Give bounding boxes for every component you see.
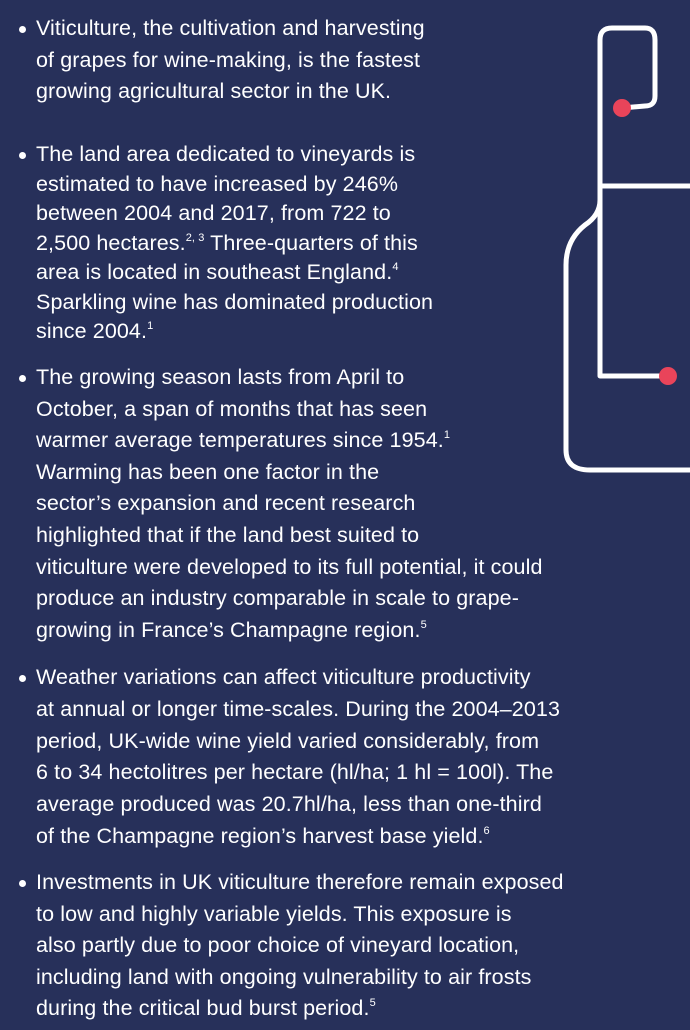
text-line: growing in France’s Champagne region.5 bbox=[36, 615, 543, 647]
text-line: growing agricultural sector in the UK. bbox=[36, 76, 425, 108]
text-line: sector’s expansion and recent research bbox=[36, 488, 543, 520]
bullet-item: Investments in UK viticulture therefore … bbox=[36, 867, 564, 1025]
text-line: also partly due to poor choice of vineya… bbox=[36, 930, 564, 962]
bullet-item: Weather variations can affect viticultur… bbox=[36, 662, 560, 853]
page: Viticulture, the cultivation and harvest… bbox=[0, 0, 690, 1030]
text-run: viticulture were developed to its full p… bbox=[36, 555, 543, 579]
text-run: 6 to 34 hectolitres per hectare (hl/ha; … bbox=[36, 760, 553, 784]
footnote-ref: 4 bbox=[392, 261, 398, 273]
text-run: sector’s expansion and recent research bbox=[36, 491, 415, 515]
text-run: growing in France’s Champagne region. bbox=[36, 618, 421, 642]
footnote-ref: 5 bbox=[421, 619, 427, 631]
footnote-ref: 5 bbox=[370, 997, 376, 1009]
bullet-dot bbox=[19, 26, 26, 33]
text-run: at annual or longer time-scales. During … bbox=[36, 697, 560, 721]
bullet-dot bbox=[19, 152, 26, 159]
bullet-item: The growing season lasts from April to Oc… bbox=[36, 362, 543, 646]
text-run: to low and highly variable yields. This … bbox=[36, 902, 512, 926]
text-line: 6 to 34 hectolitres per hectare (hl/ha; … bbox=[36, 757, 560, 789]
bullet-dot bbox=[19, 880, 26, 887]
text-line: Weather variations can affect viticultur… bbox=[36, 662, 560, 694]
text-run: growing agricultural sector in the UK. bbox=[36, 79, 391, 103]
text-line: between 2004 and 2017, from 722 to bbox=[36, 199, 433, 229]
text-run: October, a span of months that has seen bbox=[36, 397, 427, 421]
footnote-ref: 6 bbox=[484, 825, 490, 837]
text-run: Viticulture, the cultivation and harvest… bbox=[36, 16, 425, 40]
text-run: estimated to have increased by 246% bbox=[36, 172, 398, 196]
text-run: Investments in UK viticulture therefore … bbox=[36, 870, 564, 894]
text-run: Weather variations can affect viticultur… bbox=[36, 665, 531, 689]
text-run: since 2004. bbox=[36, 319, 147, 343]
text-run: Three-quarters of this bbox=[204, 231, 417, 255]
bullet-dot bbox=[19, 675, 26, 682]
text-run: also partly due to poor choice of vineya… bbox=[36, 933, 519, 957]
text-run: area is located in southeast England. bbox=[36, 260, 392, 284]
text-line: October, a span of months that has seen bbox=[36, 394, 543, 426]
text-line: Viticulture, the cultivation and harvest… bbox=[36, 13, 425, 45]
text-line: highlighted that if the land best suited… bbox=[36, 520, 543, 552]
text-line: Warming has been one factor in the bbox=[36, 457, 543, 489]
text-line: during the critical bud burst period.5 bbox=[36, 993, 564, 1025]
text-line: produce an industry comparable in scale … bbox=[36, 583, 543, 615]
text-run: of grapes for wine-making, is the fastes… bbox=[36, 48, 420, 72]
bullet-dot bbox=[19, 375, 26, 382]
text-run: 2,500 hectares. bbox=[36, 231, 186, 255]
text-line: including land with ongoing vulnerabilit… bbox=[36, 962, 564, 994]
footnote-ref: 1 bbox=[444, 429, 450, 441]
text-run: average produced was 20.7hl/ha, less tha… bbox=[36, 792, 542, 816]
text-run: produce an industry comparable in scale … bbox=[36, 586, 519, 610]
text-line: to low and highly variable yields. This … bbox=[36, 899, 564, 931]
text-line: estimated to have increased by 246% bbox=[36, 170, 433, 200]
text-line: of grapes for wine-making, is the fastes… bbox=[36, 45, 425, 77]
text-run: warmer average temperatures since 1954. bbox=[36, 428, 444, 452]
text-line: since 2004.1 bbox=[36, 317, 433, 347]
text-run: The growing season lasts from April to bbox=[36, 365, 404, 389]
text-run: during the critical bud burst period. bbox=[36, 996, 370, 1020]
text-line: period, UK-wide wine yield varied consid… bbox=[36, 726, 560, 758]
text-run: including land with ongoing vulnerabilit… bbox=[36, 965, 532, 989]
text-run: of the Champagne region’s harvest base y… bbox=[36, 824, 484, 848]
text-run: period, UK-wide wine yield varied consid… bbox=[36, 729, 539, 753]
text-line: Investments in UK viticulture therefore … bbox=[36, 867, 564, 899]
text-run: The land area dedicated to vineyards is bbox=[36, 142, 415, 166]
text-run: highlighted that if the land best suited… bbox=[36, 523, 419, 547]
text-line: warmer average temperatures since 1954.1 bbox=[36, 425, 543, 457]
text-line: average produced was 20.7hl/ha, less tha… bbox=[36, 789, 560, 821]
text-run: Sparkling wine has dominated production bbox=[36, 290, 433, 314]
text-line: of the Champagne region’s harvest base y… bbox=[36, 821, 560, 853]
text-line: viticulture were developed to its full p… bbox=[36, 552, 543, 584]
text-line: The growing season lasts from April to bbox=[36, 362, 543, 394]
footnote-ref: 1 bbox=[147, 320, 153, 332]
bullet-item: Viticulture, the cultivation and harvest… bbox=[36, 13, 425, 108]
text-run: Warming has been one factor in the bbox=[36, 460, 379, 484]
footnote-ref: 2, 3 bbox=[186, 232, 205, 244]
text-line: area is located in southeast England.4 bbox=[36, 258, 433, 288]
text-line: Sparkling wine has dominated production bbox=[36, 288, 433, 318]
text-line: at annual or longer time-scales. During … bbox=[36, 694, 560, 726]
text-line: The land area dedicated to vineyards is bbox=[36, 140, 433, 170]
text-line: 2,500 hectares.2, 3 Three-quarters of th… bbox=[36, 229, 433, 259]
bullet-item: The land area dedicated to vineyards is e… bbox=[36, 140, 433, 347]
text-run: between 2004 and 2017, from 722 to bbox=[36, 201, 391, 225]
